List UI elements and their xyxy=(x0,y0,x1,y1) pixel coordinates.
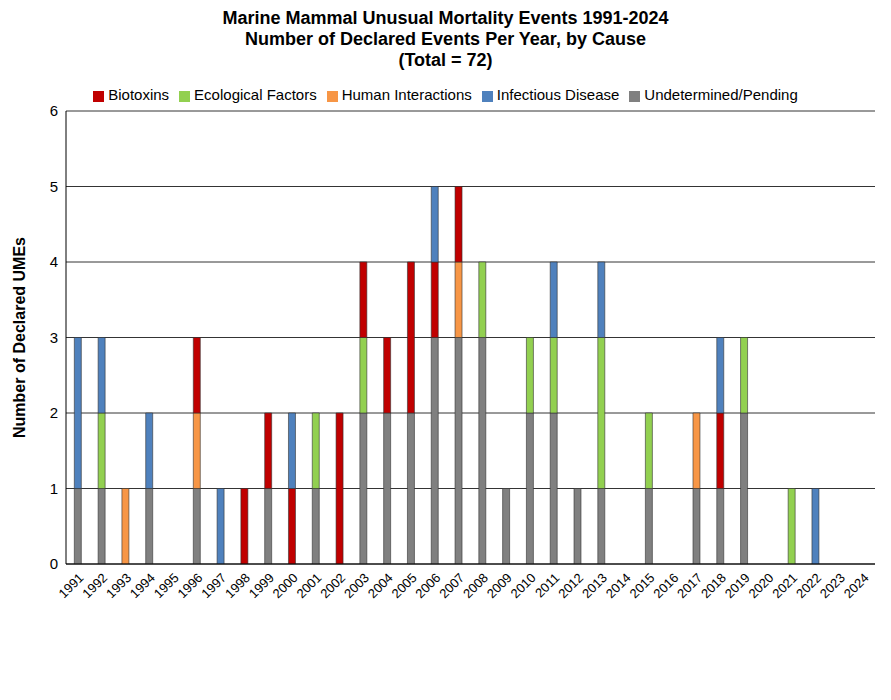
svg-text:1992: 1992 xyxy=(79,570,110,601)
svg-text:2011: 2011 xyxy=(532,570,562,600)
svg-text:2014: 2014 xyxy=(603,570,634,601)
html-text:Biotoxins: Biotoxins xyxy=(108,86,170,103)
html-text:Infectious Disease: Infectious Disease xyxy=(496,86,620,103)
svg-text:1997: 1997 xyxy=(198,570,229,601)
svg-text:2017: 2017 xyxy=(674,570,705,601)
svg-text:2021: 2021 xyxy=(769,570,800,601)
svg-text:2001: 2001 xyxy=(293,570,324,601)
svg-text:2003: 2003 xyxy=(341,570,372,601)
svg-text:2015: 2015 xyxy=(627,570,658,601)
svg-text:2005: 2005 xyxy=(389,570,420,601)
svg-text:2024: 2024 xyxy=(841,570,872,601)
svg-text:3: 3 xyxy=(50,329,58,346)
svg-text:2006: 2006 xyxy=(412,570,443,601)
svg-text:4: 4 xyxy=(50,253,58,270)
svg-text:Number of Declared UMEs: Number of Declared UMEs xyxy=(11,237,28,438)
svg-text:2: 2 xyxy=(50,404,58,421)
svg-text:2009: 2009 xyxy=(484,570,515,601)
svg-text:2008: 2008 xyxy=(460,570,491,601)
svg-text:1995: 1995 xyxy=(151,570,182,601)
svg-text:2022: 2022 xyxy=(793,570,824,601)
svg-text:1991: 1991 xyxy=(55,570,86,601)
svg-text:2004: 2004 xyxy=(365,570,396,601)
html-text:Undetermined/Pending: Undetermined/Pending xyxy=(644,86,798,103)
svg-text:1993: 1993 xyxy=(103,570,134,601)
svg-text:2016: 2016 xyxy=(650,570,681,601)
svg-text:2013: 2013 xyxy=(579,570,610,601)
html-text:Human Interactions: Human Interactions xyxy=(341,86,472,103)
svg-text:2020: 2020 xyxy=(746,570,777,601)
svg-text:1996: 1996 xyxy=(174,570,205,601)
svg-text:2007: 2007 xyxy=(436,570,467,601)
svg-text:1: 1 xyxy=(50,480,58,497)
html-text:(Total = 72): (Total = 72) xyxy=(398,50,493,70)
html-text:Marine Mammal Unusual Mortalit: Marine Mammal Unusual Mortality Events 1… xyxy=(222,8,669,28)
svg-text:5: 5 xyxy=(50,178,58,195)
html-text:Ecological Factors: Ecological Factors xyxy=(194,86,317,103)
svg-text:2019: 2019 xyxy=(722,570,753,601)
svg-text:2002: 2002 xyxy=(317,570,348,601)
svg-text:2018: 2018 xyxy=(698,570,729,601)
svg-text:1994: 1994 xyxy=(127,570,158,601)
svg-text:6: 6 xyxy=(50,102,58,119)
svg-text:1999: 1999 xyxy=(246,570,277,601)
html-text:Number of Declared Events Per: Number of Declared Events Per Year, by C… xyxy=(245,29,646,49)
svg-text:2010: 2010 xyxy=(508,570,539,601)
svg-text:0: 0 xyxy=(50,555,58,572)
svg-text:2012: 2012 xyxy=(555,570,586,601)
svg-text:1998: 1998 xyxy=(222,570,253,601)
svg-text:2023: 2023 xyxy=(817,570,848,601)
svg-text:2000: 2000 xyxy=(270,570,301,601)
